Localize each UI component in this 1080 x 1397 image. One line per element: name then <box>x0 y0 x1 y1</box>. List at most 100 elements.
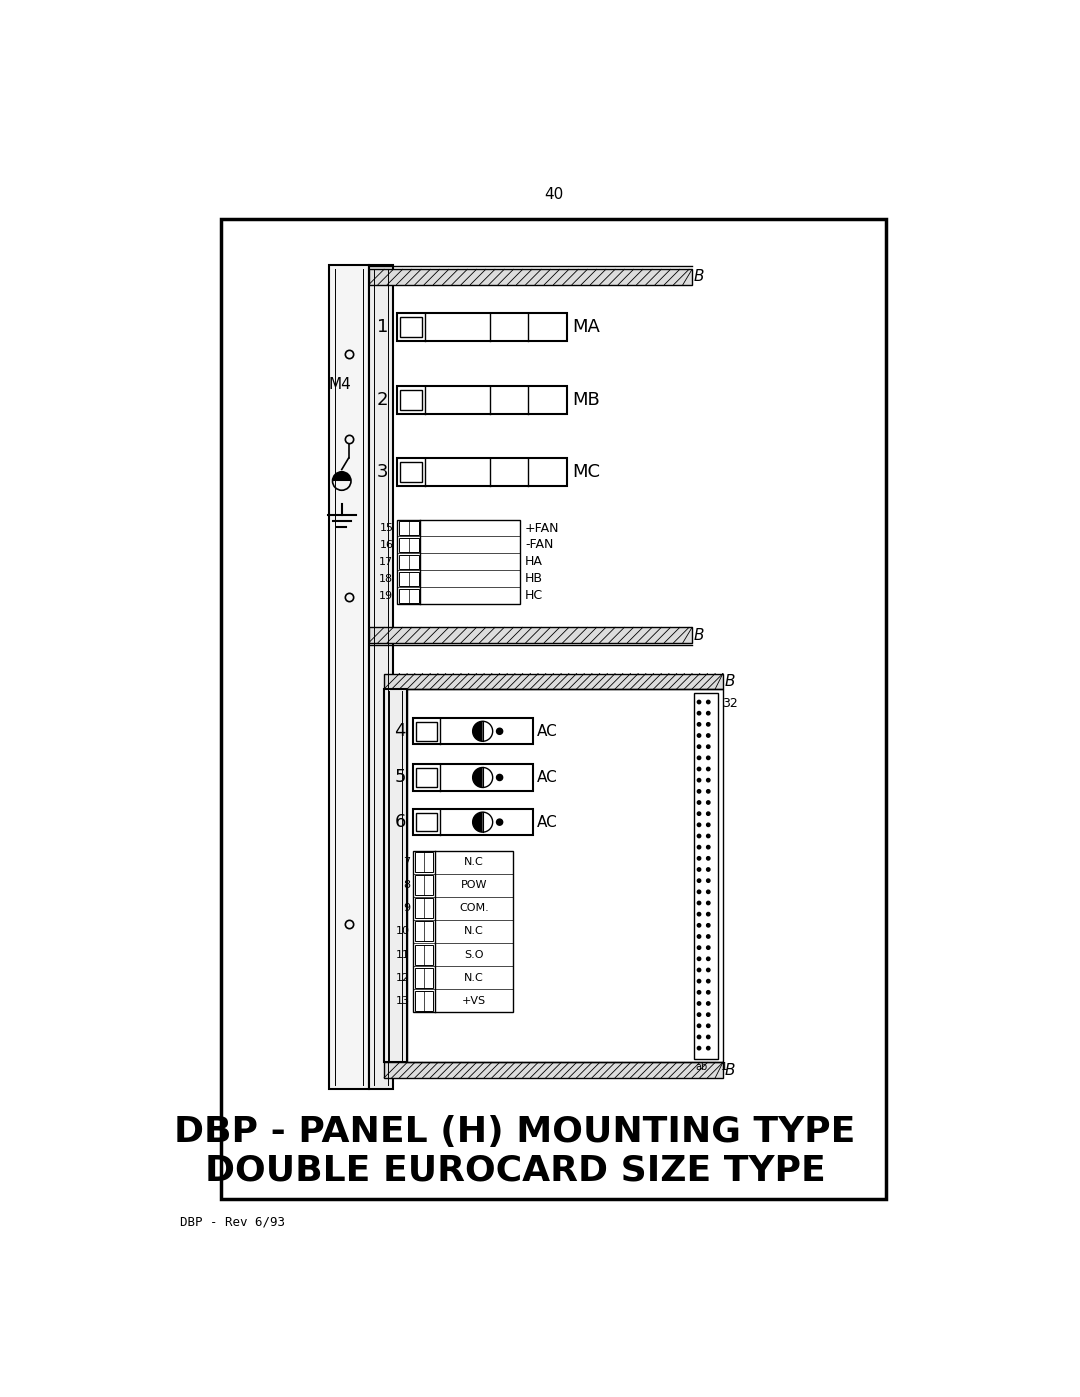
Text: COM.: COM. <box>459 904 489 914</box>
Bar <box>368 265 393 1090</box>
Text: 5: 5 <box>394 768 406 787</box>
Circle shape <box>698 711 701 715</box>
Circle shape <box>706 1046 710 1049</box>
Circle shape <box>706 946 710 950</box>
Bar <box>401 462 422 482</box>
Circle shape <box>706 879 710 883</box>
Bar <box>399 521 419 535</box>
Circle shape <box>698 756 701 760</box>
Bar <box>399 555 419 569</box>
Circle shape <box>698 733 701 738</box>
Text: 17: 17 <box>379 557 393 567</box>
Text: HB: HB <box>525 573 543 585</box>
Text: 9: 9 <box>403 904 410 914</box>
Bar <box>416 722 437 740</box>
Text: B: B <box>693 627 704 643</box>
Circle shape <box>698 935 701 939</box>
Circle shape <box>706 789 710 793</box>
Circle shape <box>706 890 710 894</box>
Circle shape <box>698 868 701 872</box>
Circle shape <box>698 946 701 950</box>
Bar <box>384 689 407 1062</box>
Bar <box>399 538 419 552</box>
Circle shape <box>706 923 710 928</box>
Circle shape <box>698 812 701 816</box>
Text: 10: 10 <box>396 926 410 936</box>
Circle shape <box>706 745 710 749</box>
Circle shape <box>706 700 710 704</box>
Circle shape <box>706 1002 710 1006</box>
Circle shape <box>698 722 701 726</box>
Circle shape <box>698 845 701 849</box>
Text: N.C: N.C <box>464 926 484 936</box>
Circle shape <box>698 1013 701 1017</box>
Bar <box>220 219 886 1199</box>
Text: AC: AC <box>538 770 558 785</box>
Text: POW: POW <box>461 880 487 890</box>
Circle shape <box>497 728 502 735</box>
Bar <box>414 851 513 1013</box>
Circle shape <box>706 957 710 961</box>
Bar <box>416 768 437 787</box>
Circle shape <box>706 733 710 738</box>
Bar <box>397 520 521 605</box>
Circle shape <box>706 868 710 872</box>
Text: 6: 6 <box>394 813 406 831</box>
Text: 1: 1 <box>377 319 388 337</box>
Text: 40: 40 <box>544 187 563 203</box>
Circle shape <box>698 834 701 838</box>
Circle shape <box>706 823 710 827</box>
Text: 1: 1 <box>720 1062 728 1071</box>
Circle shape <box>698 767 701 771</box>
Text: ab: ab <box>696 1062 707 1071</box>
Circle shape <box>698 800 701 805</box>
Bar <box>415 990 433 1011</box>
Bar <box>415 898 433 918</box>
Circle shape <box>706 756 710 760</box>
Text: 2: 2 <box>377 391 388 409</box>
Bar <box>384 1062 723 1077</box>
Text: 18: 18 <box>379 574 393 584</box>
Circle shape <box>706 711 710 715</box>
Text: +VS: +VS <box>462 996 486 1006</box>
Circle shape <box>706 1024 710 1028</box>
Circle shape <box>698 1035 701 1038</box>
Bar <box>368 270 692 285</box>
Wedge shape <box>473 721 483 742</box>
Circle shape <box>706 1013 710 1017</box>
Circle shape <box>698 789 701 793</box>
Circle shape <box>706 778 710 782</box>
Text: 16: 16 <box>379 539 393 550</box>
Circle shape <box>706 990 710 995</box>
Circle shape <box>698 912 701 916</box>
Bar <box>397 313 567 341</box>
Bar <box>399 571 419 585</box>
Circle shape <box>698 968 701 972</box>
Wedge shape <box>473 767 483 788</box>
Bar <box>414 718 532 745</box>
Text: 11: 11 <box>396 950 410 960</box>
Circle shape <box>706 845 710 849</box>
Circle shape <box>698 700 701 704</box>
Circle shape <box>497 774 502 781</box>
Wedge shape <box>333 472 351 481</box>
Text: 8: 8 <box>403 880 410 890</box>
Text: HA: HA <box>525 556 543 569</box>
Bar <box>384 673 723 689</box>
Text: HC: HC <box>525 590 543 602</box>
Circle shape <box>706 812 710 816</box>
Circle shape <box>698 856 701 861</box>
Text: AC: AC <box>538 814 558 830</box>
Circle shape <box>698 745 701 749</box>
Circle shape <box>698 1046 701 1049</box>
Bar <box>414 809 532 835</box>
Circle shape <box>698 890 701 894</box>
Circle shape <box>698 957 701 961</box>
Text: AC: AC <box>538 724 558 739</box>
Circle shape <box>706 834 710 838</box>
Circle shape <box>706 1035 710 1038</box>
Circle shape <box>497 819 502 826</box>
Text: B: B <box>725 673 734 689</box>
Text: MA: MA <box>572 319 600 337</box>
Circle shape <box>706 767 710 771</box>
